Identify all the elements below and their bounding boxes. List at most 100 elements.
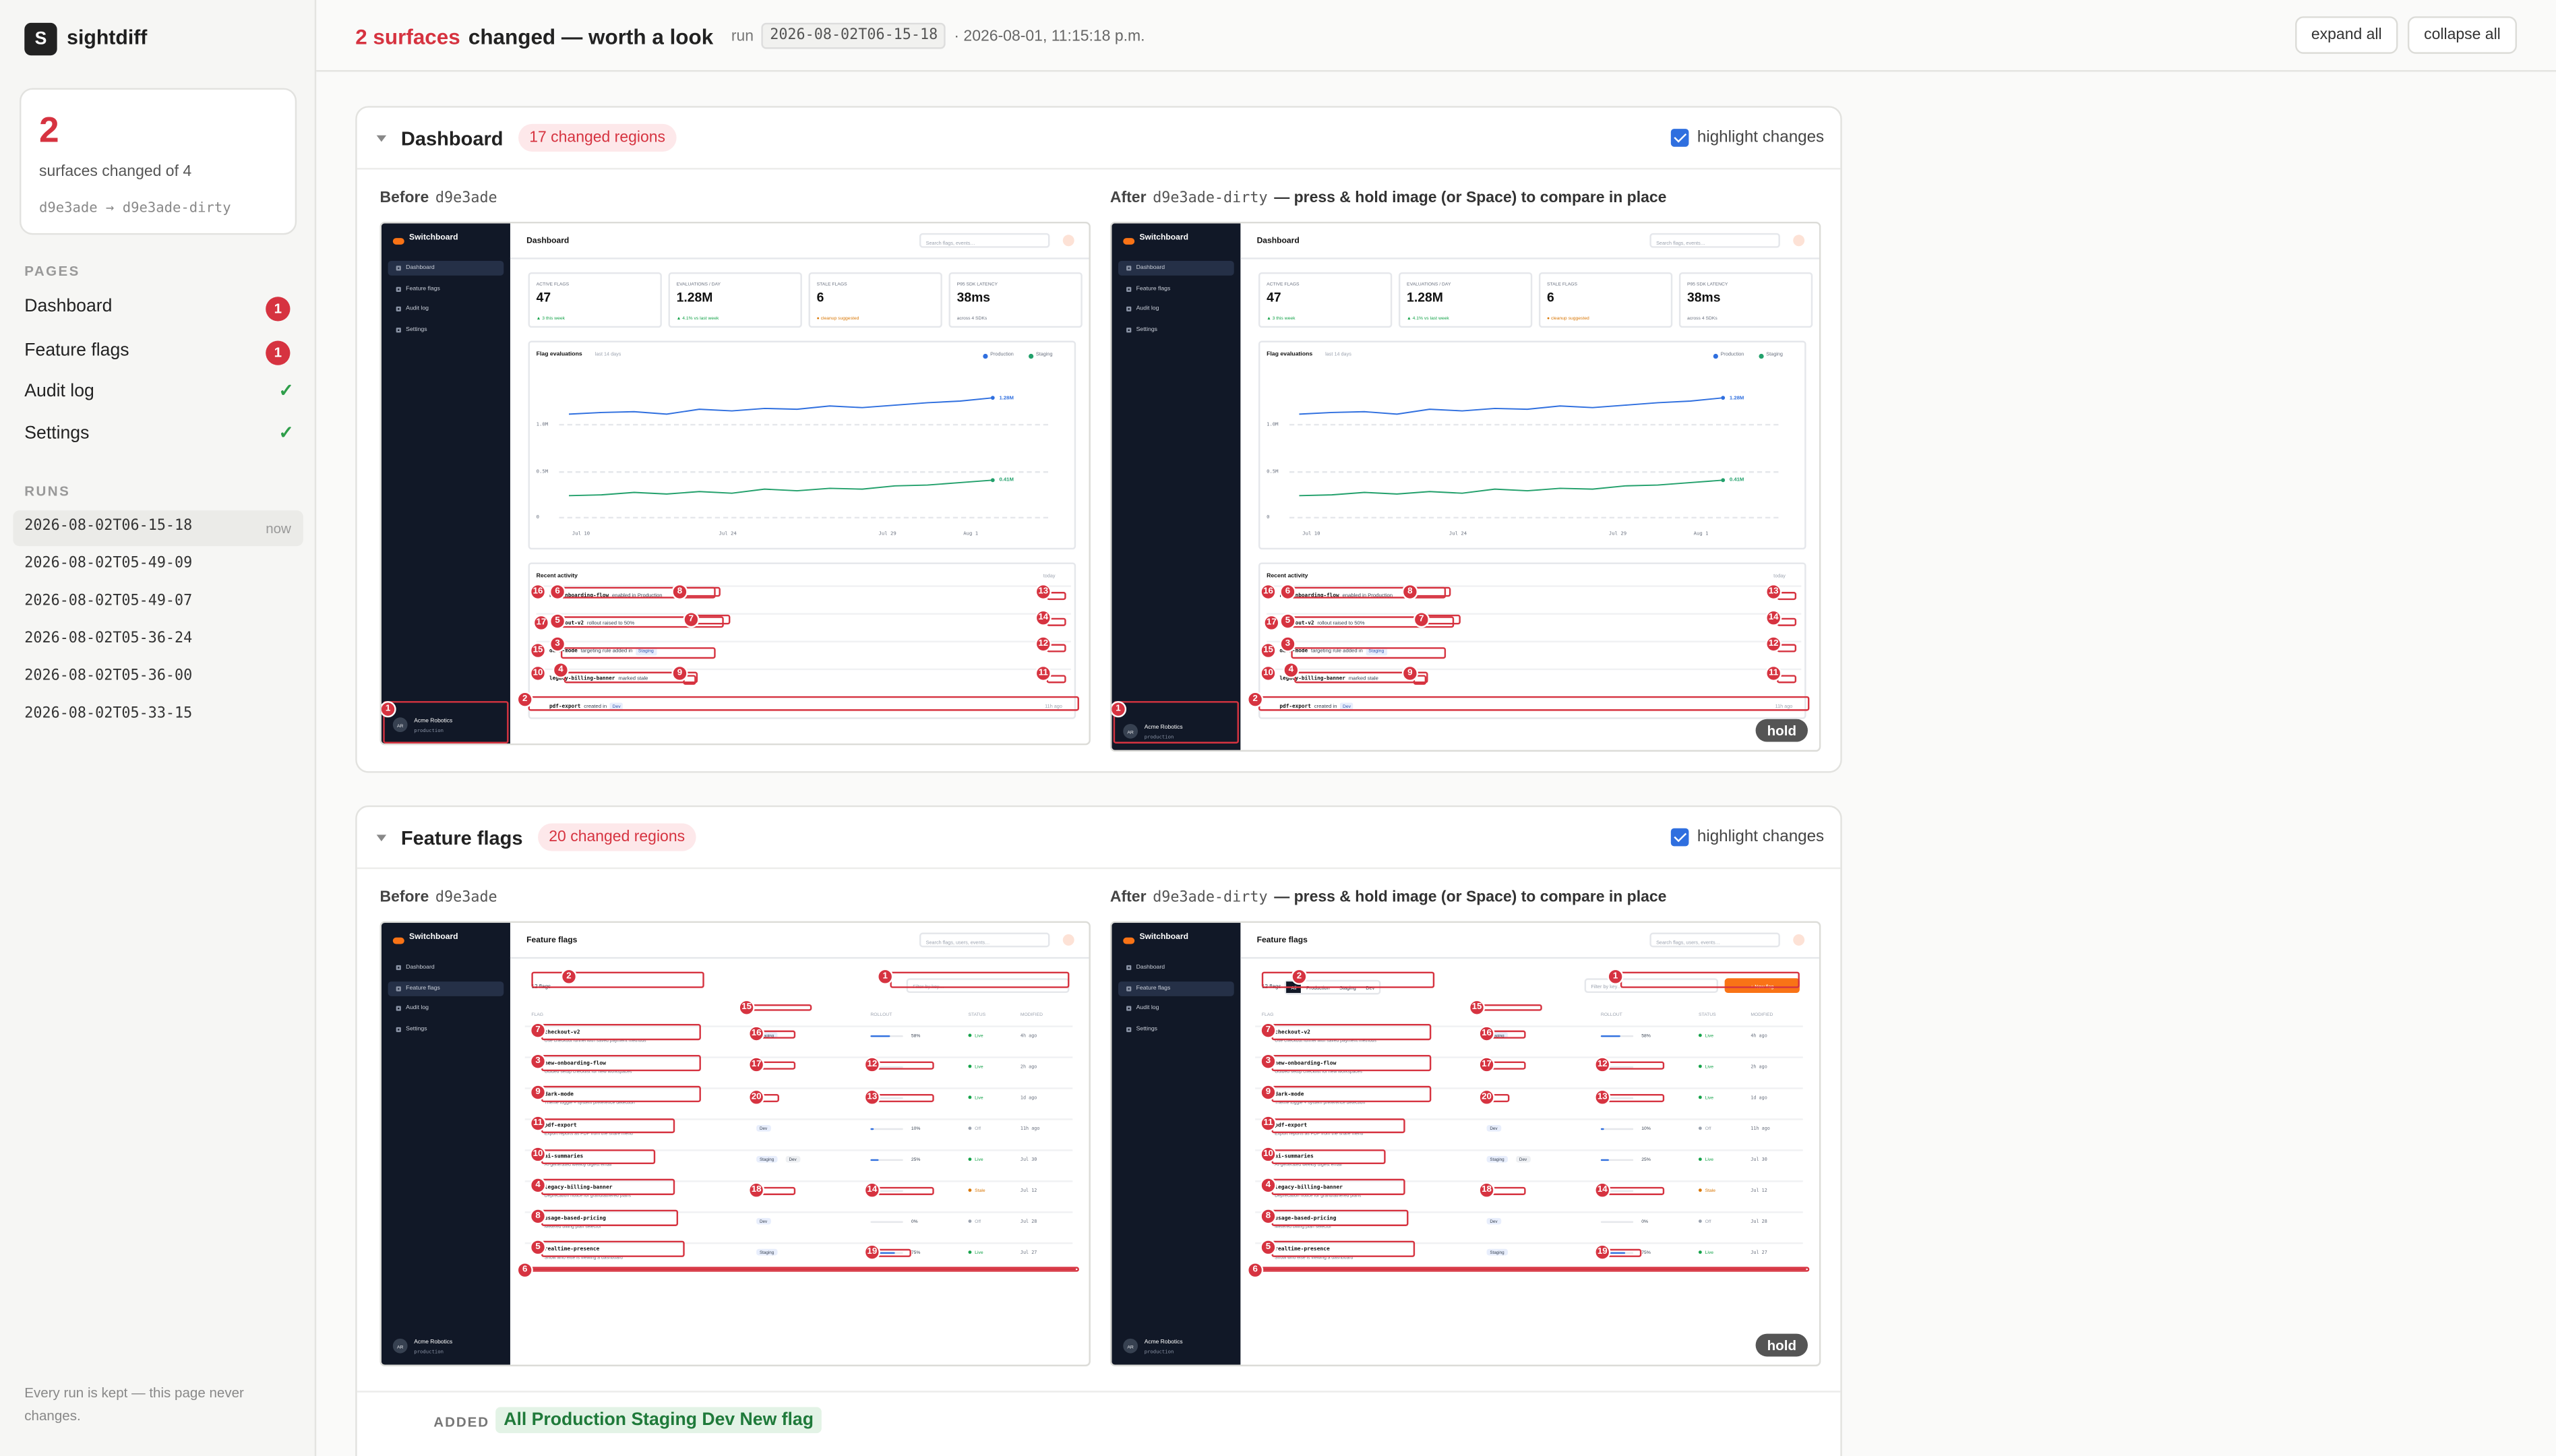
mock-nav-item: Settings [1136,326,1158,333]
mock-kpi-label: STALE FLAGS [1547,280,1578,287]
mock-modified: 4h ago [1020,1032,1037,1039]
mock-nav-item: Audit log [1136,1004,1159,1012]
mock-modified: 11h ago [1751,1124,1770,1132]
mock-flag-key: new-onboarding-flow [549,592,609,599]
highlight-toggle[interactable]: highlight changes [1661,108,1824,168]
mock-kpi-note: ▲ 4.1% vs last week [676,314,719,322]
run-link[interactable]: 2026-08-02T05-36-24 [13,623,303,659]
mock-kpi-card: EVALUATIONS / DAY 1.28M ▲ 4.1% vs last wee… [1398,272,1533,328]
image-label: Before d9e3ade [379,189,497,208]
region-marker: 14 [863,1182,880,1199]
region-box [694,614,731,625]
label-text: Before [379,189,429,208]
page-link[interactable]: Audit log ✓ [13,375,303,411]
mock-new-flag[interactable]: + New flag [1724,978,1800,994]
mock-chart-card: Flag evaluations last 14 days Production St… [1258,340,1806,550]
mock-rollout-fill [1600,1127,1604,1130]
mock-kpi-value: 47 [536,290,551,305]
mock-row-divider [536,640,1071,642]
region-marker: 4 [1283,662,1300,679]
mock-nav-icon [1126,328,1132,333]
label-ref: d9e3ade [435,889,497,906]
region-marker: 5 [529,1239,547,1256]
mock-rollout-fill [1600,1034,1620,1037]
region-box [1480,1004,1542,1011]
after-image[interactable]: Switchboard Dashboard Feature flags Audit l… [1109,921,1821,1366]
mock-user [1793,933,1805,945]
highlight-toggle[interactable]: highlight changes [1661,807,1824,867]
page-name: Audit log [24,381,94,402]
mock-rollout-text: 75% [1641,1248,1651,1256]
summary-count: 2 [39,109,59,150]
run-id: 2026-08-02T05-49-09 [24,555,193,572]
title-count: 2 surfaces [355,24,460,49]
run-link[interactable]: 2026-08-02T06-15-18 now [13,510,303,547]
page-name: Feature flags [24,340,129,361]
mock-column: STATUS [1698,1010,1716,1018]
run-link[interactable]: 2026-08-02T05-33-15 [13,698,303,733]
region-marker: 3 [1279,636,1296,653]
region-marker: 17 [1263,614,1280,632]
region-marker: 6 [516,1262,533,1279]
checkbox[interactable] [1671,828,1689,847]
region-box [383,701,509,744]
region-marker: 5 [1260,1239,1277,1256]
mock-divider [1240,957,1819,959]
mock-flag-key: checkout-v2 [549,619,584,626]
mock-activity-period: today [1043,572,1056,579]
region-marker: 15 [738,999,755,1016]
mock-activity-text: enabled in Production [1342,592,1393,599]
mock-flag-key: checkout-v2 [1279,619,1314,626]
mock-env-tag: Staging [1486,1155,1508,1163]
mock-sidebar: Switchboard Dashboard Feature flags Audit l… [1112,223,1241,750]
mock-activity-text: created in [1314,703,1337,710]
mock-user [1062,933,1074,945]
image-label: Before d9e3ade [379,888,497,907]
mock-kpi-value: 6 [816,290,824,305]
mock-modified: Jul 30 [1751,1155,1767,1163]
region-marker: 7 [1413,611,1430,628]
mock-x-label: Jul 10 [572,530,590,537]
panel-header[interactable]: Feature flags 20 changed regions [376,807,697,867]
mock-y-label: 0.5M [536,468,549,475]
mock-activity-row: dark-mode targeting rule added in Staging [549,647,657,655]
mock-rollout-track [870,1127,903,1130]
mock-end-label: 1.28M [999,394,1014,402]
mock-grid [1289,516,1779,519]
mock-title: Dashboard [1256,236,1300,247]
collapse-all-button[interactable]: collapse all [2407,16,2517,54]
expand-all-button[interactable]: expand all [2295,16,2398,54]
panel-divider [357,867,1841,870]
run-link[interactable]: 2026-08-02T05-49-09 [13,548,303,584]
mock-activity-time: 11h ago [1045,702,1062,710]
mock-status: Off [1705,1124,1711,1132]
mock-modified: 1d ago [1751,1094,1767,1101]
mock-activity-title: Recent activity [1267,572,1308,579]
before-image: Switchboard Dashboard Feature flags Audit l… [379,221,1091,746]
mock-nav-icon [396,1027,401,1033]
panel-header[interactable]: Dashboard 17 changed regions [376,108,677,168]
after-image[interactable]: Switchboard Dashboard Feature flags Audit l… [1109,221,1821,752]
mock-flag-key: new-onboarding-flow [1275,1060,1337,1066]
mock-y-label: 0.5M [1267,468,1279,475]
region-marker: 16 [1478,1025,1495,1042]
mock-rollout-fill [1600,1158,1609,1161]
region-marker: 6 [1247,1262,1264,1279]
mock-legend-dot [1713,353,1718,358]
page-link[interactable]: Settings ✓ [13,417,303,453]
page-link[interactable]: Dashboard 1 [13,291,303,326]
mock-modified: Jul 27 [1020,1248,1037,1256]
mock-nav-icon [1126,985,1132,991]
run-id: 2026-08-02T05-36-00 [24,668,193,685]
mock-y-label: 1.0M [1267,421,1279,427]
mock-env-tag: Staging [756,1032,778,1039]
region-box [528,1267,1079,1272]
run-link[interactable]: 2026-08-02T05-49-07 [13,585,303,621]
region-box [1606,1186,1665,1195]
mock-row-divider [524,1268,1076,1271]
run-link[interactable]: 2026-08-02T05-36-00 [13,661,303,696]
region-marker: 7 [529,1022,547,1039]
mock-rollout-text: 58% [911,1032,921,1039]
page-link[interactable]: Feature flags 1 [13,334,303,370]
checkbox[interactable] [1671,129,1689,147]
